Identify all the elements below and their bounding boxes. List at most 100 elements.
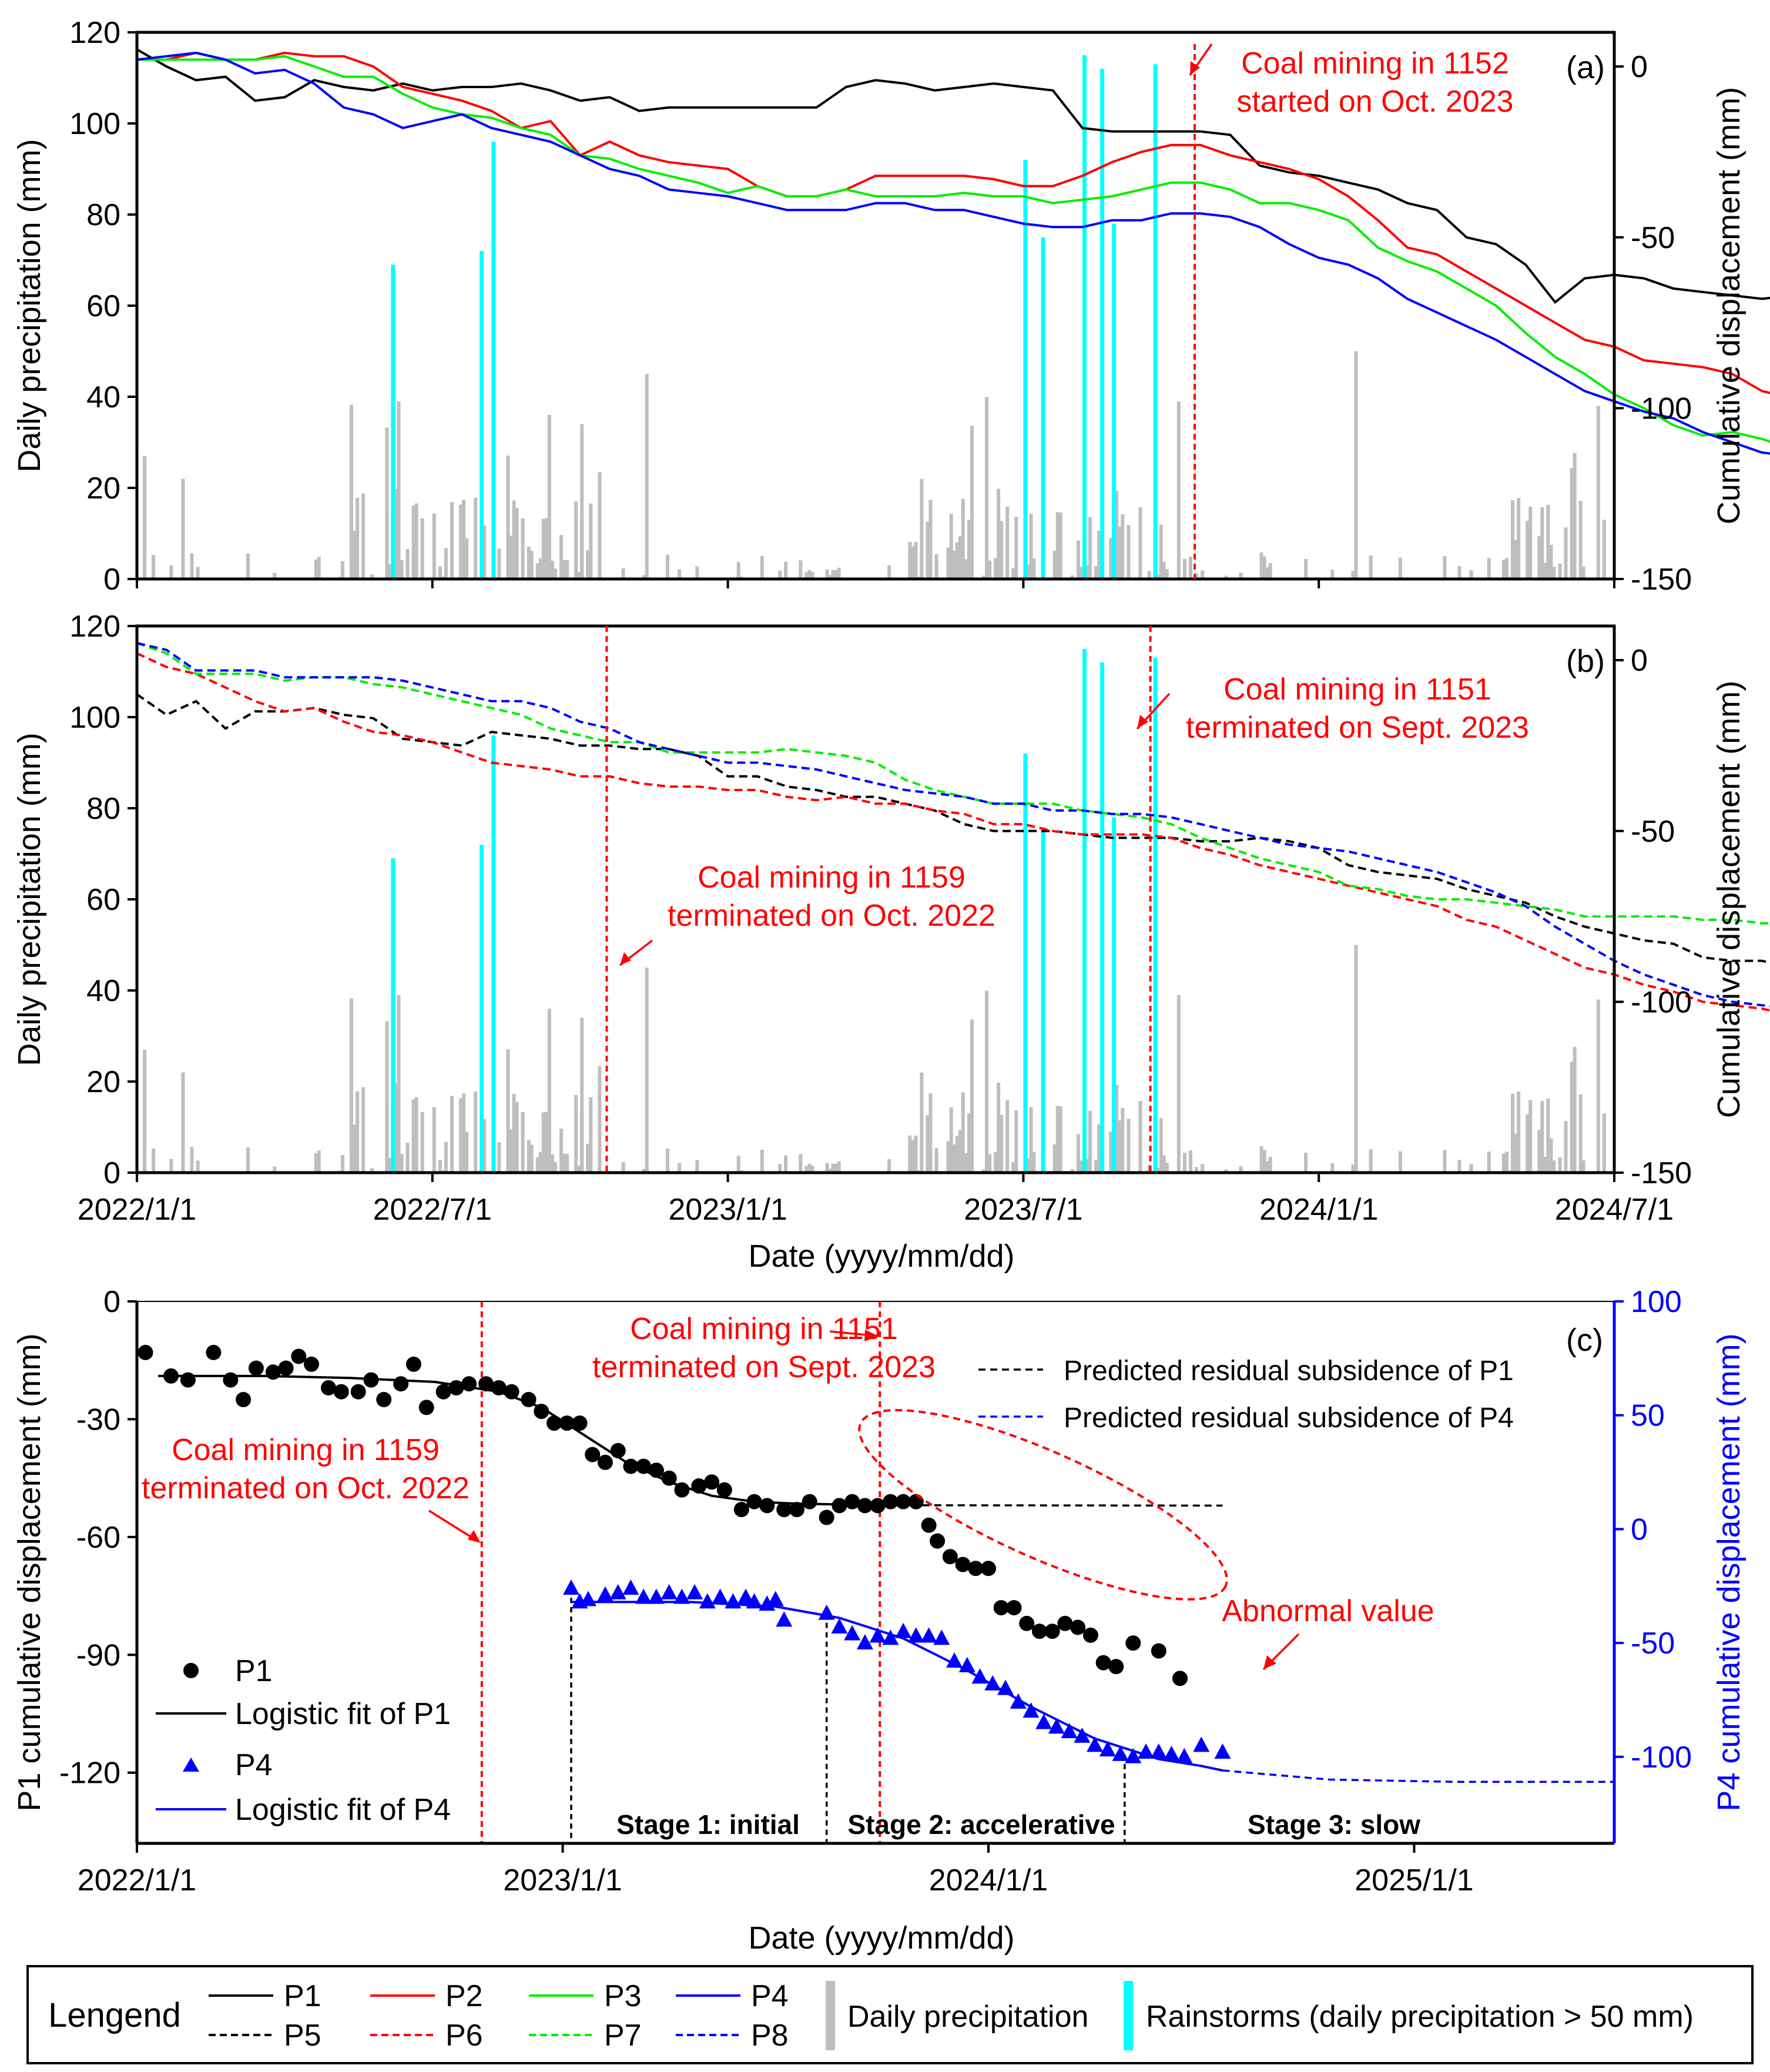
p4-point	[958, 1656, 975, 1672]
p1-point	[405, 1356, 421, 1372]
p1-point	[1057, 1615, 1073, 1631]
precip-bar	[908, 541, 912, 579]
precip-bar	[1501, 560, 1506, 579]
precip-bar	[541, 1112, 545, 1173]
precip-bar	[1189, 557, 1192, 579]
precip-bar	[1443, 556, 1447, 579]
precip-bar	[529, 1144, 534, 1173]
precip-bar	[465, 1132, 469, 1173]
precip-bar	[394, 1082, 398, 1173]
precip-bar	[1537, 536, 1541, 579]
precip-bar	[405, 549, 410, 579]
p4-point	[746, 1593, 763, 1609]
precip-bar	[1581, 567, 1585, 579]
precip-bar	[837, 1161, 841, 1173]
p1-point	[223, 1372, 239, 1388]
precip-bar	[1517, 1092, 1521, 1173]
precip-bar	[462, 1093, 466, 1173]
precip-bar	[1469, 570, 1473, 579]
precip-bar	[1578, 500, 1583, 579]
precip-bar	[547, 1008, 551, 1173]
precip-bar	[356, 497, 360, 579]
legend-swatch	[183, 1663, 199, 1678]
precip-bar	[512, 500, 516, 579]
precip-bar	[314, 560, 318, 579]
y2-axis-label: P4 cumulative displacement (mm)	[1711, 1333, 1746, 1811]
p1-point	[981, 1561, 996, 1576]
precip-bar	[169, 565, 173, 579]
precip-bar	[804, 1166, 809, 1173]
precip-bar	[837, 567, 841, 579]
p1-point	[491, 1380, 507, 1395]
precip-bar	[1014, 517, 1018, 579]
precip-bar	[1109, 538, 1113, 579]
p1-point	[1151, 1643, 1166, 1659]
precip-bar	[988, 1154, 992, 1173]
p1-point	[759, 1498, 775, 1514]
legend-label: Predicted residual subsidence of P1	[1064, 1355, 1514, 1387]
y2-tick-label: -50	[1631, 221, 1675, 255]
precip-bar	[544, 1112, 548, 1173]
precip-bar	[666, 1148, 669, 1173]
y-tick-label: 0	[103, 563, 120, 597]
precip-bar	[574, 1095, 578, 1173]
p4-logistic-fit	[571, 1601, 1223, 1772]
precip-bar	[474, 497, 478, 579]
precip-bar	[911, 546, 915, 579]
precip-bar	[1596, 406, 1600, 579]
precip-bar	[152, 555, 156, 579]
p1-point	[1006, 1600, 1022, 1616]
precip-bar	[438, 1160, 442, 1173]
p4-point	[767, 1591, 784, 1606]
p1-point	[883, 1494, 899, 1509]
precip-bar	[1537, 1130, 1541, 1173]
precip-bar	[1540, 507, 1544, 579]
precip-bar	[444, 1142, 448, 1173]
p1-point	[376, 1392, 392, 1407]
precip-bar	[405, 1143, 410, 1173]
precip-bar	[1055, 512, 1060, 579]
precip-bar	[506, 1049, 510, 1173]
precip-bar	[964, 559, 968, 579]
annotation-text: Coal mining in 1159	[698, 861, 966, 895]
precip-bar	[1543, 1156, 1547, 1173]
precip-bar	[586, 550, 590, 579]
precip-bar	[361, 493, 366, 579]
precip-bar	[1097, 530, 1101, 579]
precip-bar	[314, 1153, 318, 1173]
precip-bar	[432, 513, 436, 579]
precip-bar	[642, 1169, 646, 1173]
precip-bar	[400, 560, 404, 579]
precip-bar	[370, 1168, 374, 1173]
precip-bar	[1268, 563, 1272, 579]
y2-tick-label: -150	[1631, 563, 1692, 597]
p1-point	[547, 1415, 562, 1431]
precip-bar	[1127, 525, 1131, 579]
precip-bar	[1085, 1159, 1089, 1173]
precip-bar	[1570, 1062, 1574, 1173]
rainstorm-bar	[1100, 662, 1105, 1173]
precip-bar	[958, 536, 962, 579]
precip-bar	[1596, 999, 1600, 1173]
p1-point	[418, 1400, 434, 1415]
p4-point	[622, 1579, 639, 1595]
p4-point	[831, 1618, 848, 1634]
annotation-text: Coal mining in 1159	[172, 1433, 440, 1467]
precip-bar	[831, 570, 835, 579]
p4-point	[1023, 1702, 1040, 1718]
precip-bar	[521, 518, 525, 579]
precip-bar	[459, 1098, 463, 1173]
precip-bar	[414, 1097, 418, 1173]
precip-bar	[1195, 1167, 1198, 1173]
annotation-text: Coal mining in 1151	[630, 1312, 898, 1346]
panel-a: 0 20 40 60 80 100 120 0 -50 -100 -150 Daily precipi…	[12, 16, 1770, 597]
precip-bar	[1602, 1113, 1606, 1173]
precip-bar	[465, 538, 469, 579]
precip-bar	[1511, 1094, 1514, 1173]
p1-point	[585, 1447, 601, 1462]
precip-bar	[340, 1155, 344, 1173]
precip-bar	[1076, 540, 1080, 579]
precip-bar	[1304, 1153, 1308, 1173]
p1-point	[857, 1498, 873, 1514]
